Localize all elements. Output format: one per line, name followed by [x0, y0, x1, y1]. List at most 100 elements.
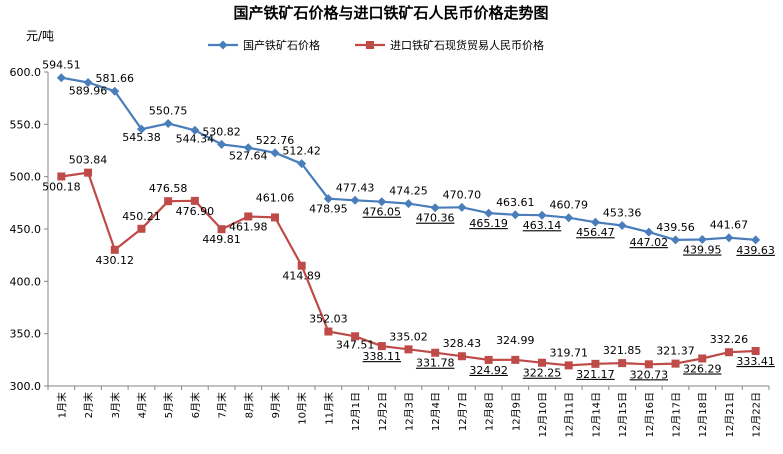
series-2-point — [270, 213, 279, 222]
series-2-point — [351, 332, 360, 341]
series-1-point — [751, 235, 761, 245]
legend: 国产铁矿石价格 进口铁矿石现货贸易人民币价格 — [208, 38, 544, 52]
legend-marker-2 — [366, 41, 374, 49]
series-2-data-label: 347.51 — [336, 338, 375, 351]
series-2-point — [698, 354, 707, 363]
series-2-point — [431, 348, 440, 357]
series-2-data-label: 476.90 — [176, 205, 215, 218]
series-2-data-label: 450.21 — [122, 210, 161, 223]
series-1-data-label: 527.64 — [229, 150, 268, 163]
series-1-data-label: 447.02 — [630, 236, 669, 249]
series-2-data-label: 430.12 — [96, 254, 135, 267]
y-tick-label: 550.0 — [10, 118, 42, 131]
legend-label-1: 国产铁矿石价格 — [243, 38, 320, 52]
series-2-point — [618, 359, 627, 368]
series-2-data-label: 335.02 — [389, 330, 428, 343]
series-1-data-label: 512.42 — [282, 145, 321, 158]
x-tick-label: 2月末 — [82, 392, 95, 418]
series-1-data-label: 544.34 — [176, 132, 215, 145]
series-2-data-label: 461.06 — [256, 191, 295, 204]
series-1-data-label: 530.82 — [202, 125, 241, 138]
y-axis-unit-label: 元/吨 — [26, 29, 54, 43]
x-tick-label: 12月8日 — [484, 392, 496, 431]
series-2-data-label: 331.78 — [416, 357, 455, 370]
series-1-data-label: 474.25 — [389, 185, 428, 198]
series-2-point — [404, 345, 413, 354]
series-line-1 — [61, 76, 756, 241]
series-1-data-label: 594.51 — [42, 59, 81, 72]
series-1-point — [671, 235, 681, 245]
x-tick-label: 12月11日 — [564, 392, 576, 437]
series-1-data-label: 476.05 — [363, 206, 402, 219]
series-2-point — [57, 172, 66, 181]
series-2-data-label: 414.89 — [282, 270, 321, 283]
series-2-point — [137, 224, 146, 233]
x-tick-label: 12月3日 — [404, 392, 416, 431]
series-1-point — [590, 217, 600, 227]
series-2-data-label: 324.92 — [469, 364, 508, 377]
series-1-data-label: 439.56 — [656, 221, 695, 234]
x-tick-label: 4月末 — [135, 392, 148, 418]
series-2-point — [190, 196, 199, 205]
series-1-point — [110, 86, 120, 96]
x-tick-label: 11月末 — [322, 392, 335, 425]
series-1-data-label: 463.61 — [496, 196, 535, 209]
x-tick-label: 12月9日 — [510, 392, 522, 431]
x-tick-label: 12月16日 — [644, 392, 656, 437]
series-2-data-label: 332.26 — [710, 333, 749, 346]
series-2-data-label: 503.84 — [69, 154, 108, 167]
series-2-point — [511, 355, 520, 364]
x-tick-label: 5月末 — [162, 392, 175, 418]
y-tick-label: 300.0 — [10, 380, 42, 393]
x-tick-label: 10月末 — [296, 392, 309, 425]
series-1-point — [564, 213, 574, 223]
series-1-data-label: 453.36 — [603, 206, 642, 219]
series-1-point — [377, 197, 387, 207]
series-1-data-label: 589.96 — [69, 85, 108, 98]
series-1-point — [457, 202, 467, 212]
series-2-data-label: 500.18 — [42, 180, 81, 193]
series-1-data-label: 470.70 — [443, 188, 482, 201]
x-tick-label: 12月2日 — [377, 392, 389, 431]
series-1-data-label: 550.75 — [149, 105, 188, 118]
series-2-point — [724, 348, 733, 357]
x-tick-label: 12月15日 — [617, 392, 629, 437]
series-2-point — [324, 327, 333, 336]
legend-marker-1 — [218, 40, 228, 50]
series-2-point — [538, 358, 547, 367]
x-tick-label: 8月末 — [242, 392, 255, 418]
series-2-data-label: 328.43 — [443, 337, 482, 350]
series-1-point — [537, 210, 547, 220]
series-2-point — [297, 261, 306, 270]
series-2-point — [591, 359, 600, 368]
series-2-data-label: 324.99 — [496, 334, 535, 347]
series-2-point — [110, 245, 119, 254]
y-tick-label: 450.0 — [10, 223, 42, 236]
series-1-data-label: 545.38 — [122, 131, 161, 144]
plot-area: 300.0 350.0 400.0 450.0 500.0 550.0 600.0 1月末 2月… — [10, 59, 775, 438]
series-1-point — [243, 143, 253, 153]
series-1-point — [644, 227, 654, 237]
x-tick-label: 12月17日 — [671, 392, 683, 437]
series-2-point — [217, 225, 226, 234]
x-tick-label: 3月末 — [109, 392, 122, 418]
series-2-data-label: 333.41 — [736, 355, 775, 368]
series-1-data-label: 456.47 — [576, 226, 615, 239]
x-tick-label: 12月22日 — [751, 392, 763, 437]
x-tick-label: 6月末 — [189, 392, 202, 418]
series-1-point — [617, 220, 627, 230]
series-1-point — [724, 233, 734, 243]
series-2-point — [84, 168, 93, 177]
series-2-data-label: 449.81 — [202, 233, 241, 246]
x-tick-label: 12月7日 — [457, 392, 469, 431]
x-tick-label: 12月10日 — [537, 392, 549, 437]
series-1-data-label: 439.63 — [736, 244, 775, 257]
y-tick-label: 400.0 — [10, 275, 42, 288]
series-1-point — [350, 195, 360, 205]
series-1-point — [190, 125, 200, 135]
series-1-point — [297, 159, 307, 169]
series-2-point — [484, 355, 493, 364]
series-2-point — [457, 352, 466, 361]
series-2-data-label: 338.11 — [363, 350, 402, 363]
